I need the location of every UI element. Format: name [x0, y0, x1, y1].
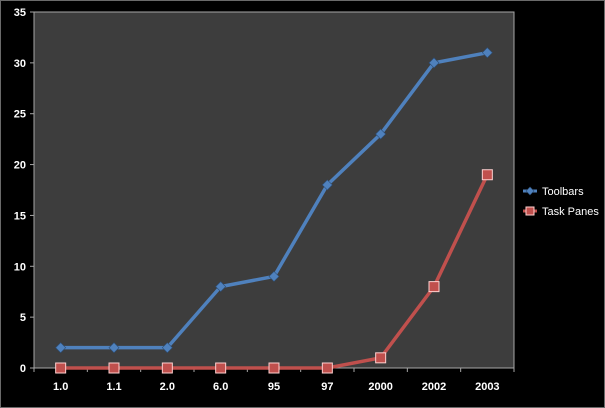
x-tick-label: 97: [321, 381, 333, 393]
data-point: [428, 57, 440, 69]
data-point: [268, 271, 280, 282]
series-layer: [55, 47, 493, 374]
x-tick-label: 6.0: [213, 381, 228, 393]
data-point: [215, 281, 227, 293]
data-point: [321, 362, 333, 374]
y-tick-label: 10: [14, 261, 26, 273]
legend-label: Toolbars: [542, 186, 584, 198]
series-0: [55, 47, 493, 354]
x-tick-label: 2000: [368, 381, 392, 393]
data-point: [108, 342, 120, 354]
x-tick-label: 2.0: [160, 381, 175, 393]
y-tick-label: 0: [20, 363, 26, 375]
data-point: [321, 179, 333, 191]
y-tick-label: 15: [14, 210, 26, 222]
legend: Toolbars Task Panes: [523, 186, 599, 218]
series-1: [55, 169, 493, 374]
y-axis: 0 5 10 15 20 25 30 35: [14, 7, 34, 375]
x-tick-label: 95: [268, 381, 280, 393]
y-tick-label: 35: [14, 7, 26, 19]
data-point: [268, 362, 280, 374]
data-point: [55, 342, 67, 354]
legend-label: Task Panes: [542, 206, 599, 218]
legend-marker: [525, 206, 535, 216]
y-tick-label: 20: [14, 160, 26, 172]
data-point: [375, 128, 387, 140]
data-point: [375, 352, 387, 364]
data-point: [55, 362, 67, 374]
x-tick-label: 2003: [475, 381, 499, 393]
x-tick-label: 1.1: [106, 381, 121, 393]
data-point: [161, 362, 173, 374]
legend-marker: [525, 186, 535, 196]
data-point: [481, 169, 493, 181]
x-tick-label: 1.0: [53, 381, 68, 393]
x-tick-label: 2002: [422, 381, 446, 393]
y-tick-label: 25: [14, 109, 26, 121]
x-axis: 1.0 1.1 2.0 6.0 95 97 2000 2002 2003: [33, 368, 515, 393]
data-point: [215, 362, 227, 374]
data-point: [428, 281, 440, 293]
y-tick-label: 30: [14, 58, 26, 70]
data-point: [161, 342, 173, 354]
plot-area: [33, 11, 515, 369]
data-point: [108, 362, 120, 374]
y-tick-label: 5: [20, 312, 26, 324]
data-point: [481, 47, 493, 59]
